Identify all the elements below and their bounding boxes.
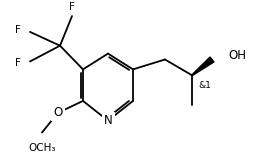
- Text: OCH₃: OCH₃: [28, 143, 56, 153]
- Text: F: F: [15, 25, 21, 35]
- Polygon shape: [192, 57, 214, 76]
- Text: N: N: [104, 114, 112, 127]
- Text: F: F: [69, 2, 75, 12]
- Text: OH: OH: [228, 49, 246, 62]
- Text: &1: &1: [198, 81, 211, 90]
- Text: O: O: [53, 106, 63, 119]
- Text: F: F: [15, 58, 21, 68]
